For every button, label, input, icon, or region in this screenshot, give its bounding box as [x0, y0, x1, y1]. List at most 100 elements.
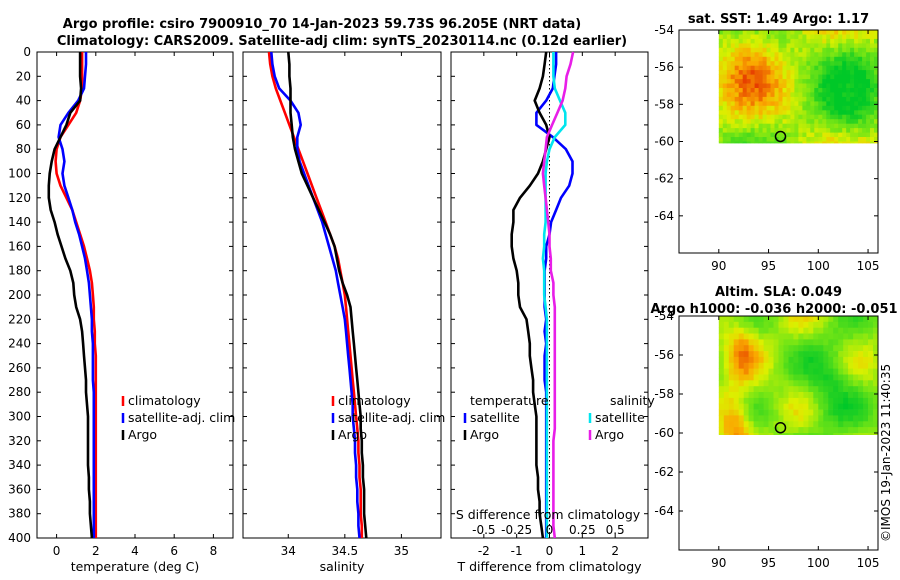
- heatmap-cell: [822, 141, 827, 144]
- heatmap-cell: [788, 356, 794, 364]
- heatmap-cell: [818, 397, 824, 405]
- heatmap-cell: [718, 321, 725, 328]
- heatmap-cell: [728, 386, 735, 393]
- diff-legend-heading-s: salinity: [610, 393, 655, 408]
- heatmap-cell: [802, 137, 807, 142]
- heatmap-cell: [874, 110, 879, 116]
- heatmap-cell: [762, 65, 767, 71]
- heatmap-cell: [733, 380, 740, 387]
- heatmap-cell: [783, 327, 789, 334]
- heatmap-cell: [814, 128, 819, 133]
- series-s-satellite: [541, 52, 567, 538]
- heatmap-cell: [874, 74, 879, 80]
- heatmap-cell: [793, 321, 799, 328]
- heatmap-cell: [854, 123, 859, 129]
- heatmap-cell: [723, 397, 730, 405]
- heatmap-cell: [790, 65, 795, 71]
- heatmap-cell: [822, 43, 827, 49]
- heatmap-cell: [782, 79, 787, 84]
- heatmap-cell: [848, 427, 854, 434]
- depth-tick-label: 380: [8, 507, 31, 521]
- heatmap-cell: [828, 415, 834, 422]
- heatmap-cell: [738, 105, 744, 111]
- heatmap-cell: [766, 83, 771, 89]
- heatmap-cell: [754, 38, 759, 44]
- heatmap-cell: [766, 47, 771, 53]
- heatmap-cell: [718, 70, 724, 75]
- heatmap-cell: [768, 351, 774, 358]
- heatmap-cell: [786, 114, 791, 120]
- heatmap-cell: [728, 380, 735, 387]
- heatmap-cell: [754, 110, 759, 116]
- depth-tick-label: 20: [16, 69, 31, 83]
- heatmap-cell: [778, 119, 783, 125]
- heatmap-cell: [768, 397, 774, 405]
- heatmap-cell: [766, 141, 771, 144]
- heatmap-cell: [823, 368, 829, 375]
- heatmap-cell: [738, 421, 745, 428]
- heatmap-cell: [734, 96, 740, 102]
- heatmap-cell: [822, 70, 827, 75]
- heatmap-cell: [750, 79, 755, 84]
- heatmap-cell: [848, 421, 854, 428]
- heatmap-cell: [783, 392, 789, 399]
- sst-lon-tick-label: 90: [711, 259, 726, 273]
- heatmap-cell: [774, 128, 779, 133]
- series-argo: [287, 51, 368, 539]
- heatmap-cell: [826, 56, 831, 62]
- heatmap-cell: [873, 345, 879, 352]
- heatmap-cell: [870, 137, 875, 142]
- heatmap-cell: [754, 101, 759, 107]
- heatmap-cell: [766, 119, 771, 125]
- heatmap-cell: [866, 105, 871, 111]
- heatmap-cell: [748, 351, 754, 358]
- salinity-panel: 34 34.5 35salinityclimatologysatellite-adj…: [242, 51, 445, 574]
- depth-tick-label: 260: [8, 361, 31, 375]
- heatmap-cell: [870, 96, 875, 102]
- heatmap-cell: [738, 30, 744, 35]
- heatmap-cell: [766, 128, 771, 133]
- heatmap-cell: [866, 114, 871, 120]
- heatmap-cell: [793, 333, 799, 340]
- heatmap-cell: [750, 61, 755, 67]
- heatmap-cell: [718, 105, 724, 111]
- heatmap-cell: [798, 74, 803, 80]
- heatmap-cell: [730, 34, 736, 40]
- heatmap-cell: [870, 119, 875, 125]
- heatmap-cell: [774, 47, 779, 53]
- heatmap-cell: [733, 339, 740, 346]
- heatmap-cell: [718, 427, 725, 434]
- heatmap-cell: [826, 110, 831, 116]
- heatmap-cell: [746, 38, 752, 44]
- heatmap-cell: [790, 79, 795, 84]
- heatmap-cell: [843, 433, 849, 435]
- heatmap-cell: [726, 61, 732, 67]
- heatmap-cell: [746, 47, 752, 53]
- heatmap-cell: [730, 92, 736, 98]
- heatmap-cell: [843, 409, 849, 416]
- heatmap-cell: [850, 88, 855, 93]
- heatmap-cell: [798, 132, 803, 138]
- heatmap-cell: [742, 101, 748, 107]
- heatmap-cell: [758, 374, 764, 381]
- heatmap-cell: [734, 56, 740, 62]
- heatmap-cell: [830, 119, 835, 125]
- heatmap-cell: [830, 105, 835, 111]
- heatmap-cell: [854, 105, 859, 111]
- heatmap-cell: [842, 92, 847, 98]
- heatmap-cell: [734, 30, 740, 35]
- heatmap-cell: [750, 96, 755, 102]
- heatmap-cell: [846, 123, 851, 129]
- heatmap-cell: [758, 356, 764, 364]
- series-satellite-adj-clim: [270, 51, 361, 539]
- heatmap-cell: [798, 105, 803, 111]
- heatmap-cell: [782, 65, 787, 71]
- heatmap-cell: [806, 43, 811, 49]
- heatmap-cell: [746, 96, 752, 102]
- heatmap-cell: [778, 101, 783, 107]
- heatmap-cell: [806, 96, 811, 102]
- heatmap-cell: [818, 345, 824, 352]
- heatmap-cell: [734, 92, 740, 98]
- heatmap-cell: [802, 128, 807, 133]
- heatmap-cell: [758, 61, 763, 67]
